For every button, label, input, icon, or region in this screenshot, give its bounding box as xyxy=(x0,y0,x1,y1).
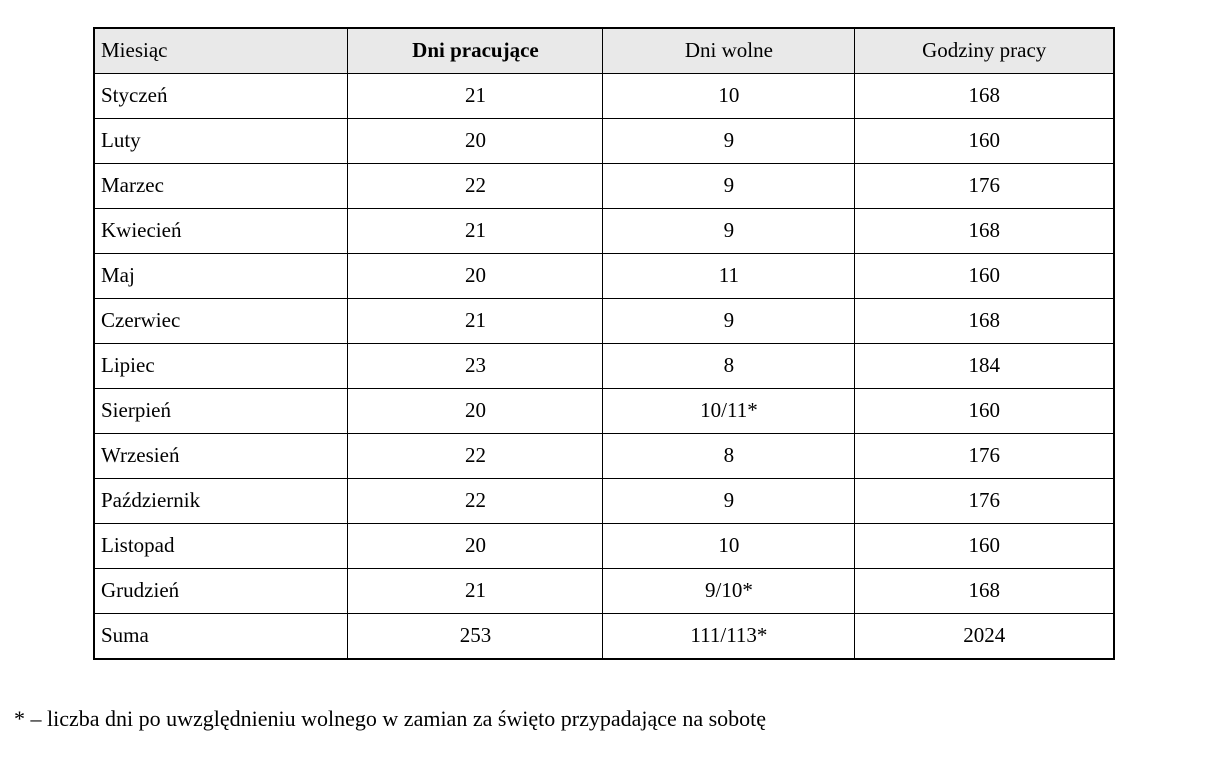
table-row: Październik 22 9 176 xyxy=(93,478,1115,524)
cell-working-days: 20 xyxy=(347,523,604,569)
table-row: Maj 20 11 160 xyxy=(93,253,1115,299)
cell-month: Marzec xyxy=(93,163,349,209)
table-row: Grudzień 21 9/10* 168 xyxy=(93,568,1115,614)
cell-working-days: 20 xyxy=(347,118,604,164)
cell-days-off: 8 xyxy=(602,343,856,389)
cell-days-off: 111/113* xyxy=(602,613,856,660)
cell-month: Październik xyxy=(93,478,349,524)
table-body: Styczeń 21 10 168 Luty 20 9 160 Marzec 22 9 176 Kwie… xyxy=(93,73,1115,660)
cell-days-off: 10 xyxy=(602,523,856,569)
cell-month: Sierpień xyxy=(93,388,349,434)
cell-working-days: 21 xyxy=(347,208,604,254)
table-row: Lipiec 23 8 184 xyxy=(93,343,1115,389)
cell-days-off: 9 xyxy=(602,208,856,254)
cell-working-hours: 176 xyxy=(854,163,1115,209)
cell-working-days: 23 xyxy=(347,343,604,389)
cell-working-hours: 2024 xyxy=(854,613,1115,660)
footnote: * – liczba dni po uwzględnieniu wolnego … xyxy=(14,706,767,731)
cell-working-hours: 168 xyxy=(854,73,1115,119)
cell-days-off: 10 xyxy=(602,73,856,119)
cell-month: Lipiec xyxy=(93,343,349,389)
table-row: Luty 20 9 160 xyxy=(93,118,1115,164)
cell-days-off: 9 xyxy=(602,298,856,344)
cell-working-hours: 160 xyxy=(854,523,1115,569)
header-cell-working-days: Dni pracujące xyxy=(347,27,604,74)
cell-month: Listopad xyxy=(93,523,349,569)
table-row: Czerwiec 21 9 168 xyxy=(93,298,1115,344)
cell-month: Wrzesień xyxy=(93,433,349,479)
table-row: Wrzesień 22 8 176 xyxy=(93,433,1115,479)
table-row: Suma 253 111/113* 2024 xyxy=(93,613,1115,660)
cell-working-hours: 160 xyxy=(854,388,1115,434)
cell-working-days: 22 xyxy=(347,478,604,524)
cell-working-days: 20 xyxy=(347,253,604,299)
cell-month: Suma xyxy=(93,613,349,660)
header-cell-month: Miesiąc xyxy=(93,27,349,74)
table-row: Kwiecień 21 9 168 xyxy=(93,208,1115,254)
cell-month: Styczeń xyxy=(93,73,349,119)
cell-days-off: 9 xyxy=(602,118,856,164)
table-header: Miesiąc Dni pracujące Dni wolne Godziny … xyxy=(93,27,1115,74)
cell-days-off: 9 xyxy=(602,163,856,209)
table-row: Listopad 20 10 160 xyxy=(93,523,1115,569)
cell-month: Czerwiec xyxy=(93,298,349,344)
cell-working-hours: 176 xyxy=(854,433,1115,479)
cell-working-hours: 168 xyxy=(854,298,1115,344)
cell-working-hours: 184 xyxy=(854,343,1115,389)
table-row: Marzec 22 9 176 xyxy=(93,163,1115,209)
cell-working-days: 22 xyxy=(347,433,604,479)
cell-month: Kwiecień xyxy=(93,208,349,254)
cell-days-off: 8 xyxy=(602,433,856,479)
cell-working-days: 21 xyxy=(347,568,604,614)
cell-days-off: 9 xyxy=(602,478,856,524)
cell-working-days: 21 xyxy=(347,298,604,344)
cell-days-off: 11 xyxy=(602,253,856,299)
cell-working-hours: 176 xyxy=(854,478,1115,524)
cell-days-off: 10/11* xyxy=(602,388,856,434)
header-cell-days-off: Dni wolne xyxy=(602,27,856,74)
cell-working-days: 253 xyxy=(347,613,604,660)
header-row: Miesiąc Dni pracujące Dni wolne Godziny … xyxy=(93,27,1115,74)
cell-working-hours: 160 xyxy=(854,118,1115,164)
cell-working-hours: 168 xyxy=(854,208,1115,254)
cell-working-hours: 168 xyxy=(854,568,1115,614)
cell-days-off: 9/10* xyxy=(602,568,856,614)
cell-working-days: 20 xyxy=(347,388,604,434)
cell-month: Grudzień xyxy=(93,568,349,614)
header-cell-working-hours: Godziny pracy xyxy=(854,27,1115,74)
cell-working-days: 21 xyxy=(347,73,604,119)
cell-month: Luty xyxy=(93,118,349,164)
cell-working-days: 22 xyxy=(347,163,604,209)
cell-working-hours: 160 xyxy=(854,253,1115,299)
cell-month: Maj xyxy=(93,253,349,299)
working-days-table: Miesiąc Dni pracujące Dni wolne Godziny … xyxy=(93,27,1115,660)
table-row: Sierpień 20 10/11* 160 xyxy=(93,388,1115,434)
table-row: Styczeń 21 10 168 xyxy=(93,73,1115,119)
